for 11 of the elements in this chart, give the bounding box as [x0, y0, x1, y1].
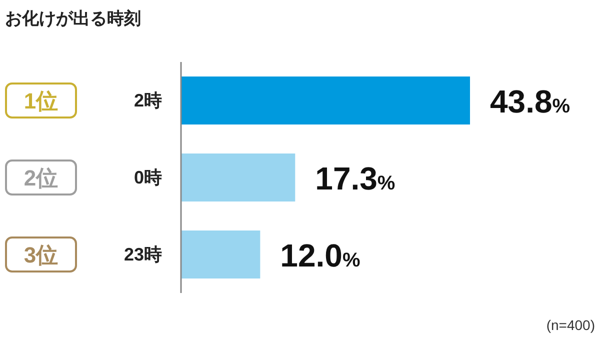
- data-label: 12.0%: [280, 238, 360, 274]
- data-label: 43.8%: [490, 84, 570, 120]
- data-label: 17.3%: [315, 160, 396, 196]
- text: 3位: [24, 242, 58, 268]
- y-tick-label: 2時: [134, 90, 162, 110]
- text: (n=400): [546, 317, 595, 333]
- text: 2位: [24, 166, 58, 190]
- chart-title: お化けが出る時刻: [5, 9, 141, 28]
- y-tick-label: 0時: [134, 168, 162, 188]
- y-tick-label: 23時: [124, 244, 162, 264]
- text: 1位: [24, 88, 58, 114]
